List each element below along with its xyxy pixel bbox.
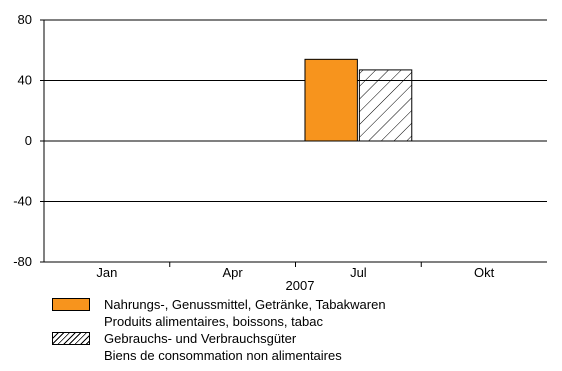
bar-chart: 80 40 0 -40 -80 Jan Apr Jul Okt 2007 — [13, 12, 547, 293]
gridlines — [44, 19, 547, 202]
x-tick-label: Jan — [96, 265, 117, 280]
x-tick-label: Jul — [350, 265, 367, 280]
legend-label-food-de: Nahrungs-, Genussmittel, Getränke, Tabak… — [104, 297, 386, 312]
x-tick-label: Okt — [474, 265, 495, 280]
legend-label-consumer-fr: Biens de consommation non alimentaires — [104, 348, 342, 363]
legend-label-food-fr: Produits alimentaires, boissons, tabac — [104, 314, 323, 329]
y-tick-label: -80 — [13, 254, 32, 269]
bar-food — [304, 58, 358, 142]
y-tick-label: -40 — [13, 194, 32, 209]
y-tick-label: 80 — [18, 12, 32, 27]
legend-label-consumer-de: Gebrauchs- und Verbrauchsgüter — [104, 331, 297, 346]
tick-labels: 80 40 0 -40 -80 Jan Apr Jul Okt — [13, 12, 494, 280]
y-tick-label: 0 — [25, 133, 32, 148]
bar-consumer-goods — [358, 69, 413, 142]
legend-swatch-hatched — [52, 332, 90, 345]
y-tick-label: 40 — [18, 73, 32, 88]
bars — [304, 58, 413, 142]
legend-swatch-solid — [52, 298, 90, 311]
x-tick-label: Apr — [223, 265, 244, 280]
year-label: 2007 — [286, 278, 315, 293]
